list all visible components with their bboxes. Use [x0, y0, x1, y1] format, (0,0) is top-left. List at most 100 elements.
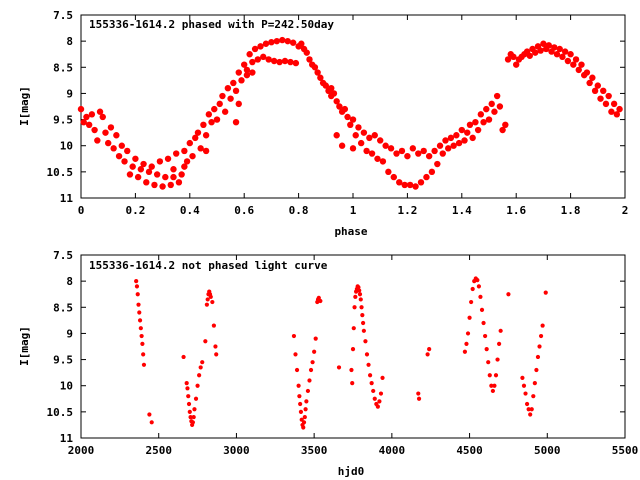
unphased-data-point: [195, 383, 200, 388]
phased-data-point: [578, 61, 585, 68]
phased-data-point: [412, 183, 419, 190]
unphased-data-point: [506, 292, 511, 297]
unphased-data-point: [358, 297, 363, 302]
phased-data-point: [341, 105, 349, 113]
unphased-data-point: [416, 391, 421, 396]
phased-data-point: [107, 124, 115, 131]
unphased-data-point: [535, 354, 541, 360]
unphased-data-point: [523, 391, 528, 396]
phased-data-point: [357, 139, 365, 147]
phased-data-point: [466, 121, 474, 128]
phased-x-tick-label: 0.6: [234, 204, 254, 217]
unphased-data-point: [137, 318, 143, 323]
phased-y-tick-label: 8.5: [53, 61, 73, 74]
phased-data-point: [178, 171, 185, 178]
unphased-data-point: [298, 409, 304, 414]
unphased-data-point: [462, 349, 468, 354]
unphased-data-point: [200, 360, 205, 365]
phased-plot-title: 155336-1614.2 phased with P=242.50day: [89, 18, 334, 31]
unphased-data-point: [304, 399, 309, 404]
unphased-data-point: [361, 320, 366, 326]
phased-data-point: [333, 98, 340, 105]
phased-data-point: [140, 160, 147, 168]
phased-data-point: [202, 132, 210, 139]
phased-data-point: [202, 147, 210, 155]
unphased-data-point: [312, 349, 317, 354]
phased-data-point: [532, 49, 539, 56]
phased-data-point: [491, 108, 498, 115]
phased-data-point: [377, 137, 384, 144]
unphased-data-point: [197, 373, 202, 378]
phased-data-point: [355, 124, 362, 131]
unphased-data-point: [529, 407, 534, 412]
unphased-data-point: [492, 383, 497, 388]
unphased-plot-xlabel: hjd0: [338, 465, 365, 478]
unphased-x-tick-label: 3000: [223, 444, 250, 457]
phased-data-point: [230, 79, 237, 87]
unphased-x-tick-label: 4500: [456, 444, 483, 457]
phased-data-point: [306, 56, 313, 63]
phased-data-point: [504, 56, 512, 63]
phased-data-point: [559, 53, 566, 61]
phased-data-point: [279, 36, 286, 44]
unphased-data-point: [192, 407, 197, 412]
phased-data-point: [385, 168, 392, 176]
phased-data-point: [232, 118, 240, 126]
phased-data-point: [445, 145, 452, 152]
phased-data-point: [336, 103, 343, 110]
phased-data-point: [241, 61, 248, 68]
unphased-data-point: [537, 344, 542, 349]
phased-data-point: [284, 37, 291, 45]
unphased-data-point: [208, 294, 213, 299]
phased-data-point: [349, 145, 357, 152]
unphased-data-point: [351, 326, 356, 331]
unphased-data-point: [484, 347, 489, 352]
unphased-data-point: [483, 333, 488, 339]
phased-data-point: [132, 155, 139, 162]
phased-data-point: [167, 181, 174, 189]
unphased-data-point: [532, 381, 537, 386]
unphased-data-point: [490, 388, 495, 394]
phased-data-point: [455, 139, 463, 147]
phased-data-point: [371, 132, 378, 139]
phased-data-point: [360, 129, 368, 136]
phased-data-point: [439, 150, 446, 157]
phased-data-point: [616, 105, 623, 113]
phased-data-point: [170, 173, 177, 181]
phased-data-point: [262, 40, 270, 47]
phased-data-point: [589, 74, 596, 81]
unphased-data-point: [495, 357, 500, 362]
unphased-data-point: [367, 373, 373, 378]
phased-data-point: [567, 51, 574, 58]
phased-data-point: [80, 118, 87, 126]
phased-data-point: [425, 152, 433, 160]
unphased-y-tick-label: 7.5: [53, 249, 73, 262]
phased-data-point: [477, 111, 485, 118]
unphased-data-point: [310, 360, 315, 365]
phased-data-point: [556, 45, 563, 53]
phased-data-point: [406, 181, 414, 189]
unphased-data-point: [359, 305, 364, 310]
unphased-data-point: [476, 284, 481, 289]
unphased-data-point: [136, 302, 141, 307]
phased-data-point: [243, 66, 251, 74]
phased-data-point: [608, 108, 615, 115]
phased-data-point: [173, 150, 180, 157]
phased-x-tick-label: 2: [622, 204, 629, 217]
phased-data-point: [257, 43, 264, 50]
phased-plot-ylabel: I[mag]: [18, 86, 31, 126]
phased-data-point: [254, 56, 261, 63]
phased-data-point: [551, 44, 558, 51]
phased-data-point: [564, 57, 572, 65]
phased-data-point: [330, 90, 338, 97]
unphased-data-point: [187, 409, 192, 414]
phased-data-point: [499, 126, 506, 134]
phased-data-point: [420, 147, 427, 155]
unphased-data-point: [526, 407, 531, 412]
phased-data-point: [545, 42, 553, 49]
unphased-data-point: [543, 290, 548, 295]
unphased-data-point: [363, 339, 368, 344]
unphased-data-point: [303, 407, 308, 412]
phased-x-tick-label: 1.6: [506, 204, 526, 217]
phased-data-point: [200, 121, 207, 128]
